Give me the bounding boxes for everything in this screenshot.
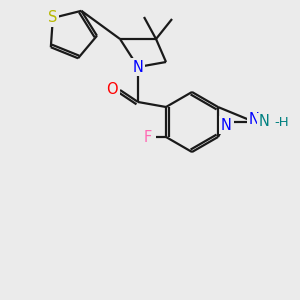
Text: F: F [144, 130, 152, 145]
Text: O: O [106, 82, 118, 98]
Text: N: N [259, 115, 269, 130]
Text: -H: -H [274, 116, 289, 128]
Text: N: N [249, 112, 260, 127]
Text: S: S [48, 11, 58, 26]
Text: N: N [133, 59, 143, 74]
Text: N: N [221, 118, 232, 133]
